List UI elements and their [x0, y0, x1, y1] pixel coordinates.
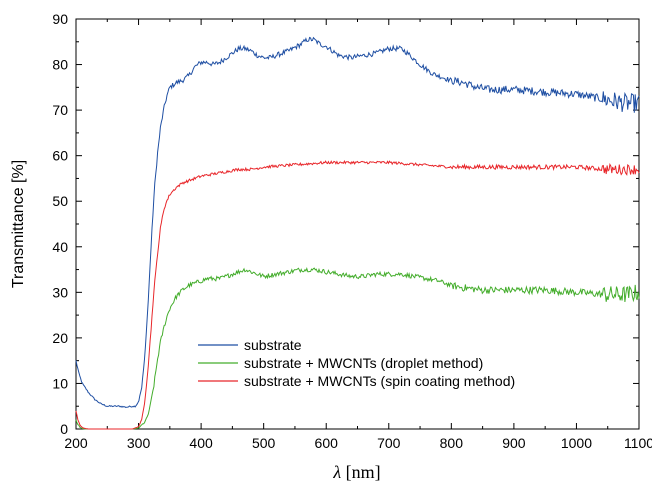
- x-tick-label: 300: [127, 435, 151, 451]
- x-tick-label: 1100: [624, 435, 652, 451]
- y-tick-label: 20: [52, 330, 68, 346]
- x-tick-label: 600: [315, 435, 339, 451]
- legend-label-1: substrate: [244, 337, 302, 353]
- y-tick-label: 40: [52, 239, 68, 255]
- legend-label-2: substrate + MWCNTs (droplet method): [244, 355, 483, 371]
- y-tick-label: 70: [52, 102, 68, 118]
- legend-label-3: substrate + MWCNTs (spin coating method): [244, 373, 515, 389]
- x-tick-label: 500: [252, 435, 276, 451]
- x-tick-label: 800: [440, 435, 464, 451]
- series-line-3: [75, 159, 640, 430]
- series-line-2: [75, 266, 640, 430]
- y-tick-label: 10: [52, 375, 68, 391]
- series-layer: [75, 36, 640, 430]
- y-axis-title: Transmittance [%]: [10, 160, 27, 288]
- axis-ticks: 200 300 400 500 600 700 800 900 1000 1100 0 10 20 30 4…: [52, 11, 652, 451]
- y-tick-label: 50: [52, 193, 68, 209]
- y-tick-label: 90: [52, 11, 68, 27]
- y-tick-label: 80: [52, 57, 68, 73]
- x-tick-label: 200: [64, 435, 88, 451]
- y-tick-label: 30: [52, 284, 68, 300]
- series-line-1: [75, 36, 640, 409]
- y-tick-label: 60: [52, 148, 68, 164]
- x-tick-label: 1000: [561, 435, 592, 451]
- x-tick-label: 900: [502, 435, 526, 451]
- y-tick-label: 0: [60, 421, 68, 437]
- x-axis-title-symbol: λ: [332, 462, 341, 482]
- x-tick-label: 400: [189, 435, 213, 451]
- legend: substrate substrate + MWCNTs (droplet met…: [198, 337, 515, 389]
- x-tick-label: 700: [377, 435, 401, 451]
- x-axis-title: λ [nm]: [332, 462, 380, 482]
- x-axis-title-unit: [nm]: [341, 462, 381, 482]
